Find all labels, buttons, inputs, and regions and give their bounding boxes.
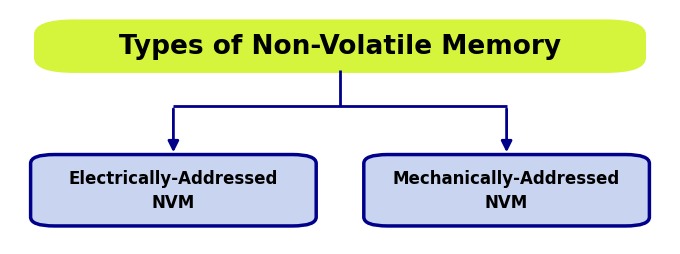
FancyBboxPatch shape: [31, 155, 316, 226]
Text: Types of Non-Volatile Memory: Types of Non-Volatile Memory: [119, 34, 561, 60]
Text: Mechanically-Addressed
NVM: Mechanically-Addressed NVM: [393, 170, 620, 211]
FancyBboxPatch shape: [34, 20, 646, 74]
Text: Electrically-Addressed
NVM: Electrically-Addressed NVM: [69, 170, 278, 211]
FancyBboxPatch shape: [364, 155, 649, 226]
